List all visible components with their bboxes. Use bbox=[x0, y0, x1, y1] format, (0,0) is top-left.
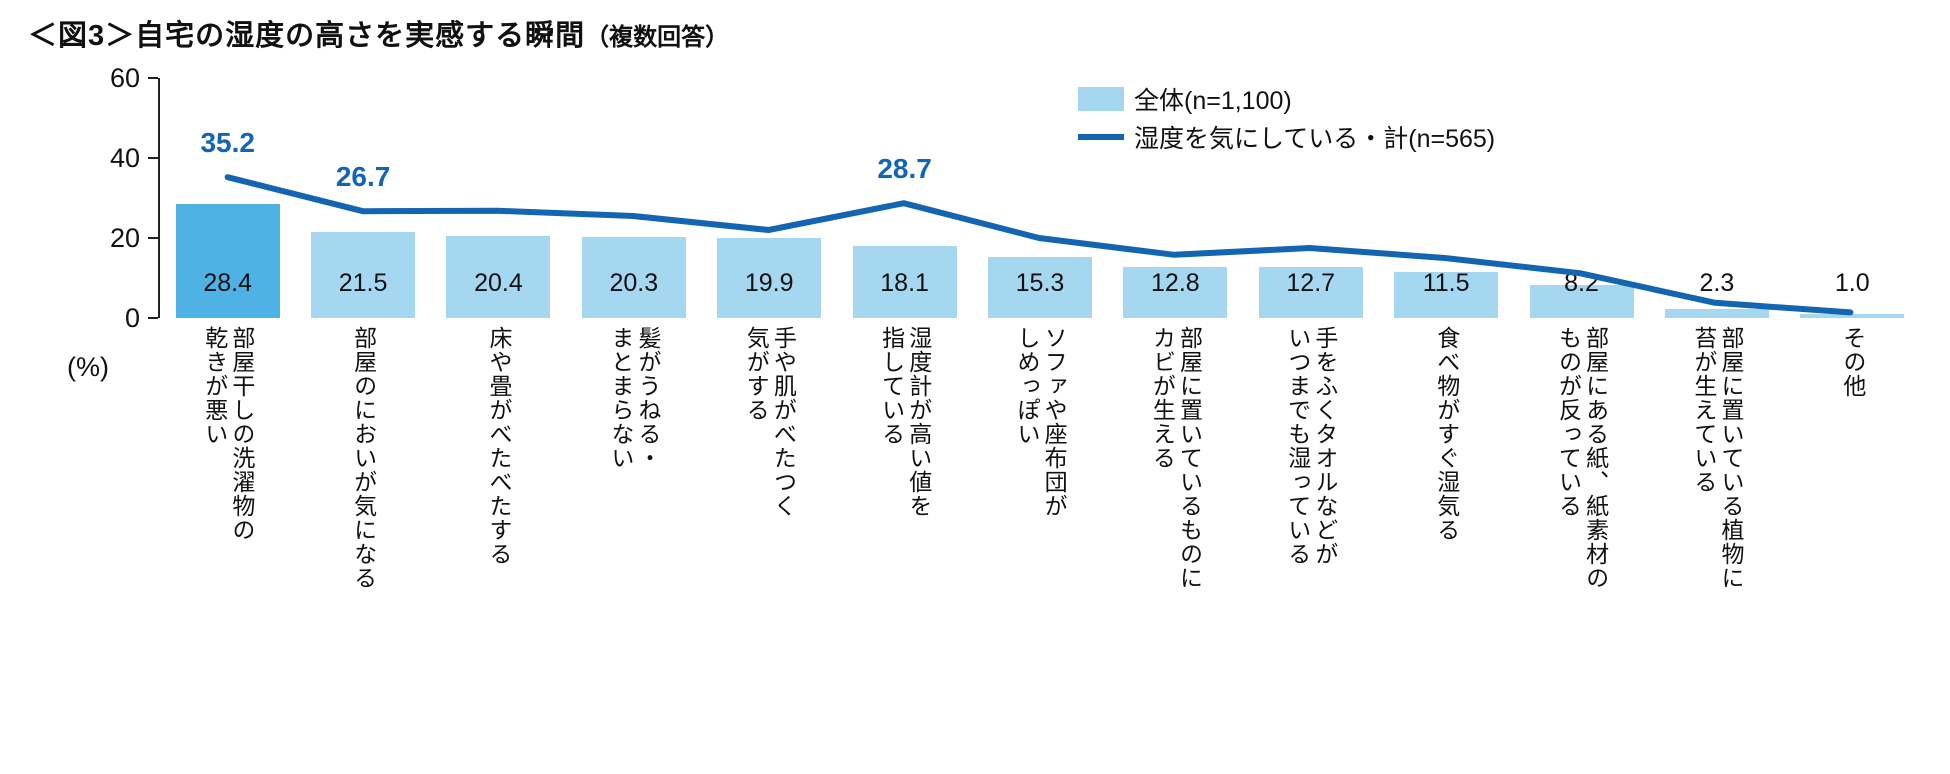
bar-value-label: 1.0 bbox=[1834, 269, 1870, 297]
y-axis-tick bbox=[148, 317, 158, 319]
y-axis-tick bbox=[148, 157, 158, 159]
category-label: 食べ物がすぐ湿気る bbox=[1433, 326, 1460, 542]
chart-title: ＜図3＞自宅の湿度の高さを実感する瞬間（複数回答） bbox=[28, 12, 729, 54]
category-label: 部屋にある紙、紙素材の ものが反っている bbox=[1555, 326, 1609, 590]
y-axis-tick bbox=[148, 77, 158, 79]
y-axis-tick bbox=[148, 237, 158, 239]
category-label: 手をふくタオルなどが いつまでも湿っている bbox=[1284, 326, 1338, 566]
bar bbox=[1800, 314, 1905, 318]
bar-value-label: 2.3 bbox=[1699, 269, 1735, 297]
legend: 全体(n=1,100) 湿度を気にしている・計(n=565) bbox=[1078, 84, 1495, 160]
bar-value-label: 18.1 bbox=[880, 269, 929, 297]
bar-value-label: 20.3 bbox=[609, 269, 659, 297]
chart-title-note: （複数回答） bbox=[585, 24, 730, 51]
category-label: 部屋に置いているものに カビが生える bbox=[1149, 326, 1203, 590]
bar-value-label: 21.5 bbox=[338, 269, 388, 297]
bar-value-label: 20.4 bbox=[474, 269, 523, 297]
line-value-label: 28.7 bbox=[877, 153, 932, 185]
category-label: 床や畳がべたべたする bbox=[486, 326, 513, 566]
legend-bar-swatch-icon bbox=[1078, 87, 1124, 111]
category-label: 部屋のにおいが気になる bbox=[350, 326, 377, 590]
category-label: 湿度計が高い値を 指している bbox=[878, 326, 932, 518]
category-label: その他 bbox=[1839, 326, 1866, 398]
line-value-label: 26.7 bbox=[335, 161, 391, 193]
bar-value-label: 28.4 bbox=[203, 269, 253, 297]
category-label: 部屋に置いている植物に 苔が生えている bbox=[1690, 326, 1745, 590]
plot-area: 0 20 40 60 28.4 部屋干しの洗濯物の 乾きが悪い 21.5 部屋のにおいが気になる… bbox=[110, 63, 1918, 590]
legend-label-humidity-conscious: 湿度を気にしている・計(n=565) bbox=[1134, 125, 1496, 153]
bar bbox=[175, 204, 280, 318]
axis-unit-label: (%) bbox=[67, 352, 109, 382]
legend-item-humidity-conscious: 湿度を気にしている・計(n=565) bbox=[1078, 122, 1496, 153]
bar-value-label: 8.2 bbox=[1564, 269, 1599, 297]
bar bbox=[1664, 308, 1769, 318]
category-label: ソファや座布団が しめっぽい bbox=[1013, 326, 1068, 518]
category-label: 手や肌がべたつく 気がする bbox=[743, 326, 797, 518]
bar-value-label: 11.5 bbox=[1422, 269, 1470, 297]
legend-label-total: 全体(n=1,100) bbox=[1134, 87, 1292, 115]
y-axis-tick-label: 20 bbox=[109, 223, 140, 253]
chart-title-main: ＜図3＞自宅の湿度の高さを実感する瞬間 bbox=[28, 20, 586, 52]
line-value-label: 35.2 bbox=[200, 127, 255, 159]
bar-value-label: 19.9 bbox=[744, 269, 794, 297]
bar-value-label: 15.3 bbox=[1015, 269, 1065, 297]
category-label: 部屋干しの洗濯物の 乾きが悪い bbox=[201, 326, 255, 542]
legend-item-total: 全体(n=1,100) bbox=[1078, 84, 1495, 115]
legend-line-swatch-icon bbox=[1078, 134, 1124, 140]
category-label: 髪がうねる・ まとまらない bbox=[607, 326, 661, 470]
y-axis-tick-label: 60 bbox=[109, 63, 140, 93]
bar-value-label: 12.7 bbox=[1286, 269, 1336, 297]
y-axis-tick-label: 0 bbox=[124, 303, 140, 333]
y-axis-tick-label: 40 bbox=[109, 143, 140, 173]
bar-value-label: 12.8 bbox=[1151, 269, 1200, 297]
